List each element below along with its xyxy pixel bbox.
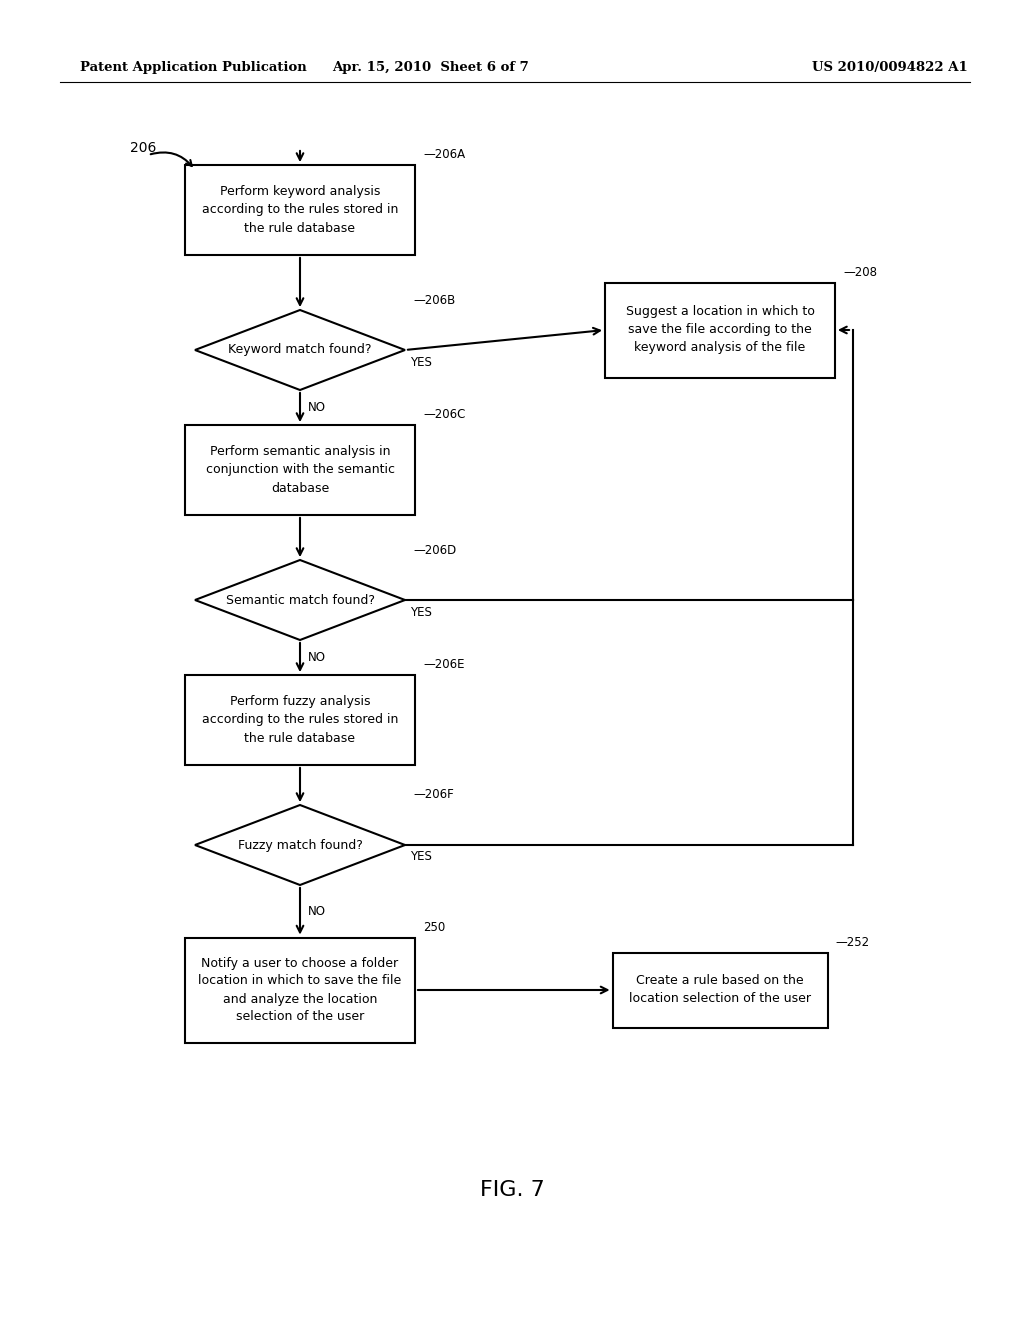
Text: NO: NO [308,401,326,414]
Polygon shape [195,310,406,389]
Text: US 2010/0094822 A1: US 2010/0094822 A1 [812,62,968,74]
Text: —208: —208 [843,267,877,279]
Text: —206A: —206A [423,149,465,161]
Polygon shape [195,560,406,640]
Text: Perform fuzzy analysis
according to the rules stored in
the rule database: Perform fuzzy analysis according to the … [202,696,398,744]
Text: Keyword match found?: Keyword match found? [228,343,372,356]
Bar [185,425,415,515]
Text: Fuzzy match found?: Fuzzy match found? [238,838,362,851]
Text: —252: —252 [835,936,869,949]
Text: Semantic match found?: Semantic match found? [225,594,375,606]
Text: NO: NO [308,651,326,664]
Text: 250: 250 [423,921,445,935]
Text: —206F: —206F [413,788,454,801]
Bar [605,282,835,378]
Text: —206B: —206B [413,293,456,306]
Text: FIG. 7: FIG. 7 [479,1180,545,1200]
Text: Patent Application Publication: Patent Application Publication [80,62,307,74]
Bar [185,937,415,1043]
Polygon shape [195,805,406,884]
Text: Notify a user to choose a folder
location in which to save the file
and analyze : Notify a user to choose a folder locatio… [199,957,401,1023]
Bar [185,165,415,255]
Text: Apr. 15, 2010  Sheet 6 of 7: Apr. 15, 2010 Sheet 6 of 7 [332,62,528,74]
Text: Suggest a location in which to
save the file according to the
keyword analysis o: Suggest a location in which to save the … [626,305,814,355]
Text: 206: 206 [130,141,157,154]
Text: NO: NO [308,904,326,917]
Bar [612,953,827,1027]
Text: —206E: —206E [423,659,465,672]
Text: YES: YES [410,850,432,863]
Text: Perform keyword analysis
according to the rules stored in
the rule database: Perform keyword analysis according to th… [202,186,398,235]
Text: YES: YES [410,606,432,619]
Text: Create a rule based on the
location selection of the user: Create a rule based on the location sele… [629,974,811,1006]
Text: —206D: —206D [413,544,457,557]
Text: Perform semantic analysis in
conjunction with the semantic
database: Perform semantic analysis in conjunction… [206,446,394,495]
Text: —206C: —206C [423,408,465,421]
Bar [185,675,415,766]
Text: YES: YES [410,355,432,368]
